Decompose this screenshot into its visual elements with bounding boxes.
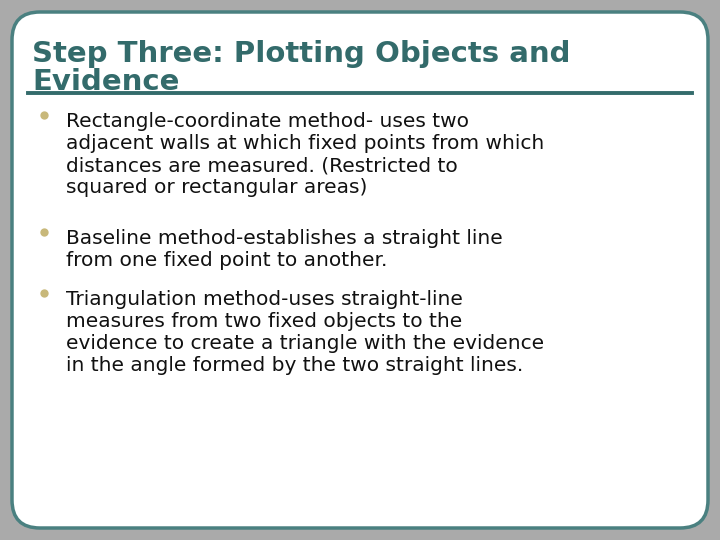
Text: in the angle formed by the two straight lines.: in the angle formed by the two straight … — [66, 356, 523, 375]
Text: Evidence: Evidence — [32, 68, 179, 96]
Text: evidence to create a triangle with the evidence: evidence to create a triangle with the e… — [66, 334, 544, 353]
Text: Step Three: Plotting Objects and: Step Three: Plotting Objects and — [32, 40, 570, 68]
Text: Rectangle-coordinate method- uses two: Rectangle-coordinate method- uses two — [66, 112, 469, 131]
Text: from one fixed point to another.: from one fixed point to another. — [66, 251, 387, 270]
FancyBboxPatch shape — [12, 12, 708, 528]
Text: measures from two fixed objects to the: measures from two fixed objects to the — [66, 312, 462, 331]
Text: Triangulation method-uses straight-line: Triangulation method-uses straight-line — [66, 290, 463, 309]
Text: Baseline method-establishes a straight line: Baseline method-establishes a straight l… — [66, 229, 503, 248]
Text: distances are measured. (Restricted to: distances are measured. (Restricted to — [66, 156, 458, 175]
Text: adjacent walls at which fixed points from which: adjacent walls at which fixed points fro… — [66, 134, 544, 153]
Text: squared or rectangular areas): squared or rectangular areas) — [66, 178, 367, 197]
